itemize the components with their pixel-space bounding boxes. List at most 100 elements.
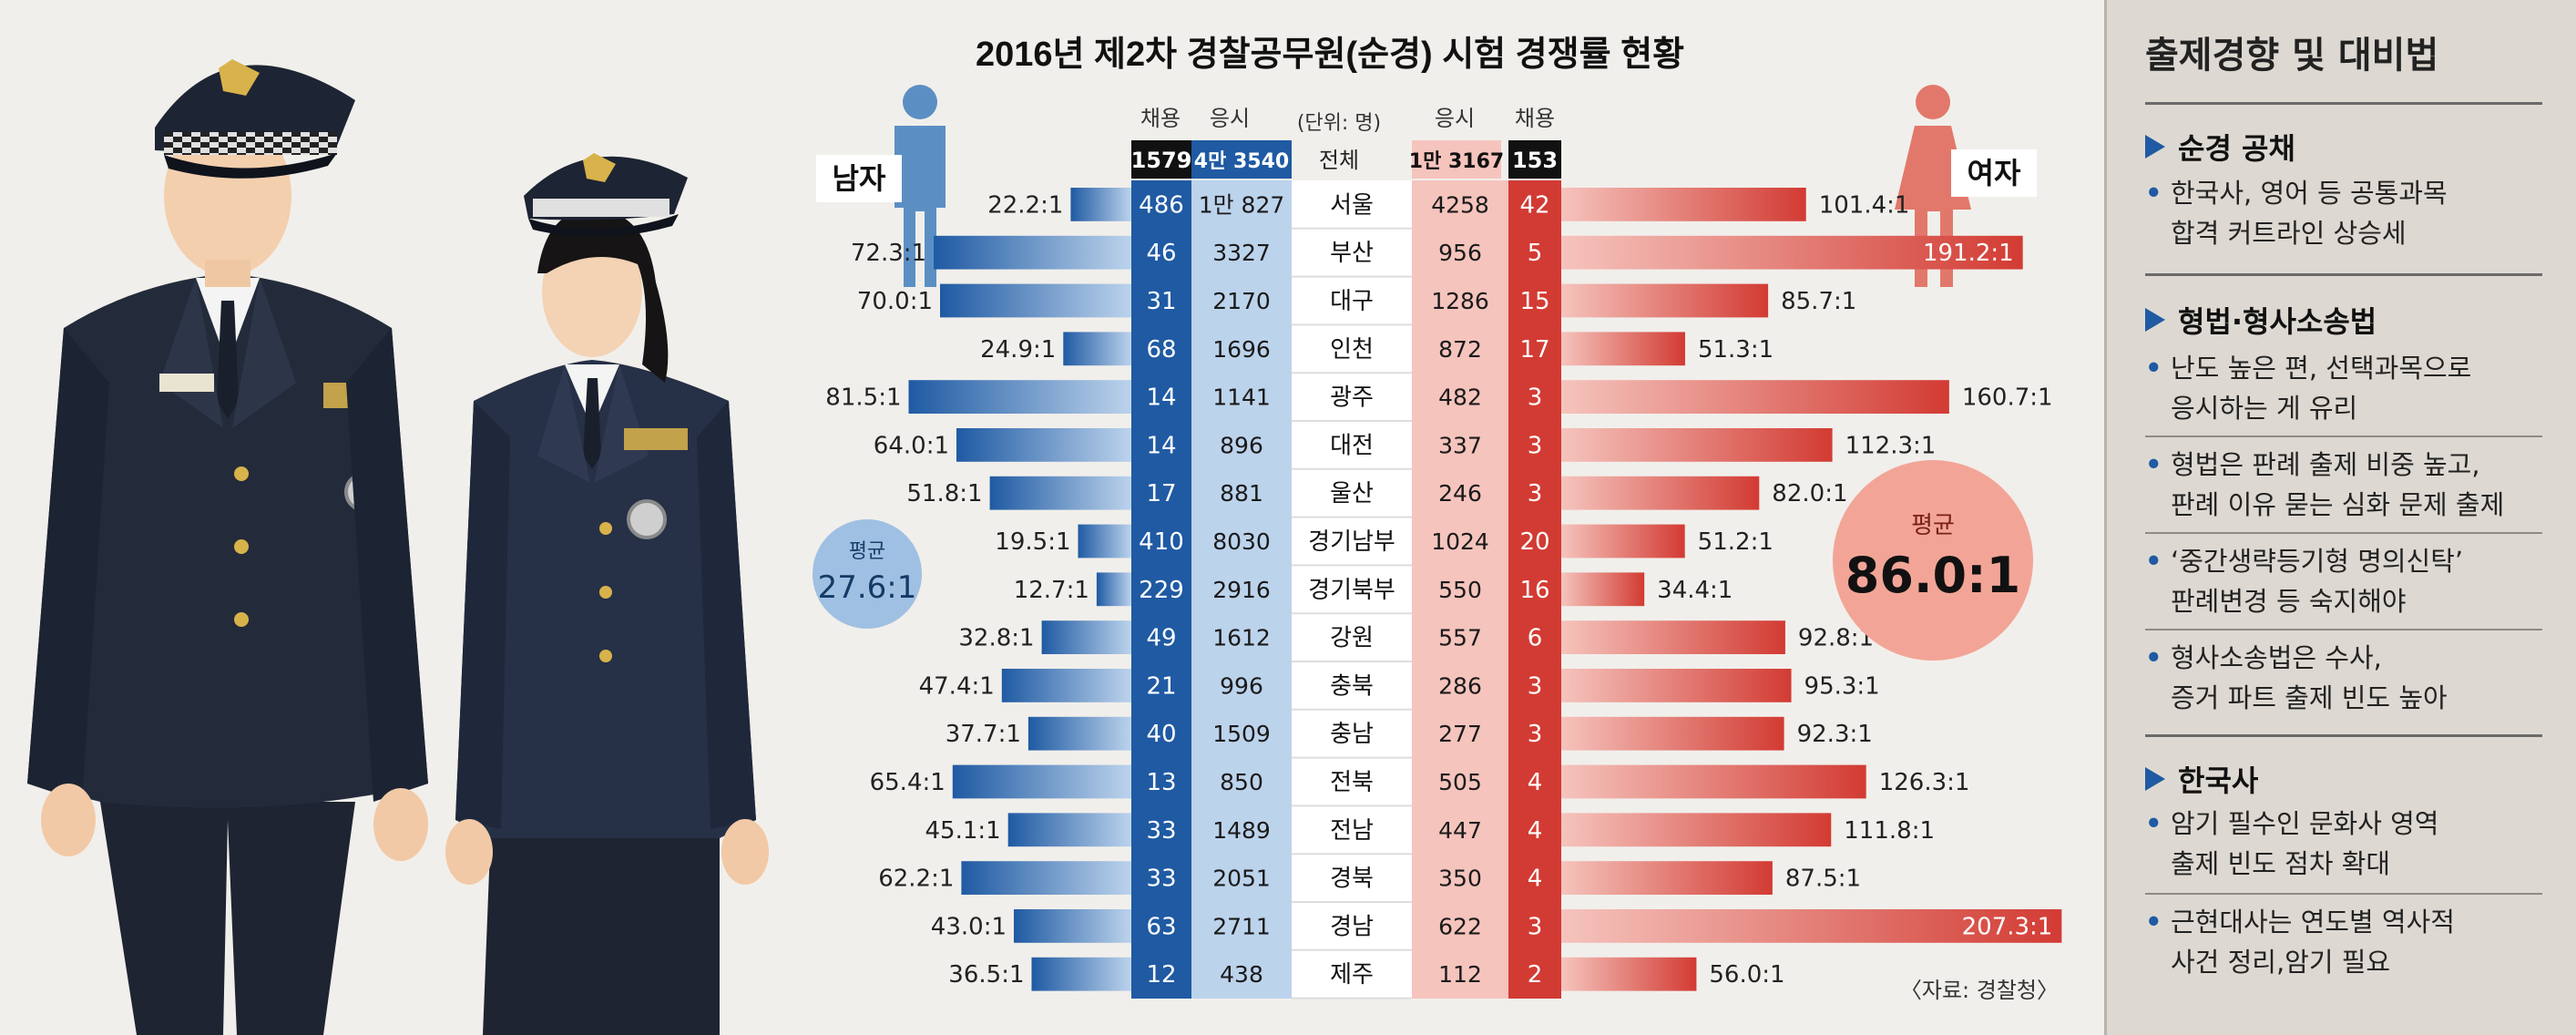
- female-hire-value: 3: [1528, 432, 1543, 459]
- sidebar-separator: [2145, 893, 2542, 895]
- male-average-label: 평균: [849, 540, 885, 563]
- female-ratio-bar: [1561, 620, 1785, 654]
- female-ratio-label: 82.0:1: [1772, 480, 1847, 507]
- sidebar-item-text: 근현대사는 연도별 역사적 사건 정리,암기 필요: [2171, 907, 2455, 978]
- region-name: 광주: [1330, 384, 1374, 412]
- male-label-box: [816, 155, 902, 202]
- male-hire-value: 14: [1146, 384, 1176, 412]
- sidebar-divider: [2145, 273, 2542, 276]
- region-name: 경북: [1330, 866, 1374, 893]
- male-average-bubble: [813, 519, 922, 629]
- total-label: 전체: [1319, 148, 1359, 173]
- female-hire-value: 6: [1528, 625, 1543, 652]
- female-apply-value: 286: [1438, 672, 1482, 699]
- female-hire-value: 20: [1519, 528, 1549, 556]
- male-ratio-bar: [961, 861, 1131, 895]
- male-ratio-label: 12.7:1: [1014, 577, 1089, 604]
- male-apply-value: 2711: [1212, 913, 1271, 939]
- male-ratio-bar: [934, 235, 1131, 270]
- male-apply-value: 2170: [1212, 288, 1271, 314]
- sidebar-separator: [2145, 436, 2542, 437]
- female-hire-value: 3: [1528, 480, 1543, 507]
- male-average-value: 27.6:1: [818, 569, 917, 606]
- sidebar-divider: [2145, 102, 2542, 105]
- male-ratio-label: 24.9:1: [980, 336, 1056, 364]
- total-female-hire: 153: [1512, 148, 1558, 173]
- bullet-icon: •: [2145, 178, 2162, 209]
- male-label: 남자: [833, 161, 886, 196]
- male-ratio-label: 22.2:1: [987, 191, 1063, 219]
- female-apply-value: 277: [1438, 721, 1482, 747]
- sidebar-item-text: ‘중간생략등기형 명의신탁’ 판례변경 등 숙지해야: [2171, 546, 2464, 617]
- female-ratio-bar: [1561, 764, 1866, 799]
- female-ratio-label: 85.7:1: [1781, 288, 1856, 315]
- triangle-bullet-icon: [2145, 767, 2165, 791]
- male-ratio-bar: [1031, 957, 1131, 991]
- female-hire-value: 3: [1528, 913, 1543, 940]
- female-hire-value: 4: [1528, 769, 1543, 796]
- male-hire-value: 68: [1146, 336, 1176, 364]
- male-ratio-bar: [1007, 813, 1131, 847]
- female-apply-value: 622: [1438, 913, 1482, 939]
- female-ratio-bar: [1561, 572, 1645, 607]
- male-ratio-label: 19.5:1: [995, 528, 1070, 556]
- male-ratio-label: 81.5:1: [825, 384, 901, 412]
- female-apply-value: 550: [1438, 577, 1482, 603]
- male-apply-value: 881: [1220, 480, 1263, 507]
- female-hire-value: 4: [1528, 817, 1543, 845]
- sidebar-item: • 근현대사는 연도별 역사적 사건 정리,암기 필요: [2145, 902, 2542, 982]
- region-name: 충북: [1330, 672, 1374, 700]
- male-hire-value: 229: [1139, 577, 1184, 604]
- female-officer-figure: [445, 153, 769, 1035]
- region-name: 대전: [1330, 432, 1374, 459]
- female-apply-value: 112: [1438, 961, 1482, 988]
- section-heading-text: 순경 공채: [2178, 131, 2295, 166]
- sidebar-item-text: 암기 필수인 문화사 영역 출제 빈도 점차 확대: [2171, 808, 2439, 879]
- male-hire-value: 31: [1146, 288, 1176, 315]
- region-name: 전북: [1330, 769, 1374, 796]
- sidebar-item-text: 한국사, 영어 등 공통과목 합격 커트라인 상승세: [2171, 178, 2448, 249]
- female-ratio-label: 126.3:1: [1879, 769, 1970, 796]
- male-hire-value: 33: [1146, 817, 1176, 845]
- female-ratio-bar: [1561, 380, 1949, 414]
- total-female-apply: 1만 3167: [1409, 150, 1504, 173]
- male-ratio-bar: [956, 428, 1131, 462]
- male-ratio-label: 51.8:1: [906, 480, 982, 507]
- male-ratio-bar: [1063, 332, 1131, 366]
- region-name: 제주: [1330, 961, 1374, 989]
- region-name: 충남: [1330, 721, 1374, 748]
- female-ratio-bar: [1561, 716, 1784, 751]
- male-hire-value: 33: [1146, 866, 1176, 893]
- male-apply-value: 896: [1220, 432, 1263, 458]
- section-heading-text: 한국사: [2178, 763, 2259, 798]
- sidebar-item: • 형법은 판례 출제 비중 높고, 판례 이유 묻는 심화 문제 출제: [2145, 445, 2542, 525]
- female-hire-value: 5: [1528, 240, 1543, 267]
- male-apply-value: 438: [1220, 961, 1263, 988]
- female-apply-value: 4258: [1431, 191, 1489, 218]
- female-ratio-label: 51.3:1: [1698, 336, 1774, 364]
- female-hire-value: 3: [1528, 672, 1543, 700]
- male-ratio-label: 65.4:1: [870, 769, 946, 796]
- male-ratio-bar: [952, 764, 1131, 799]
- male-hire-value: 410: [1139, 528, 1184, 556]
- section-heading: 순경 공채: [2145, 126, 2295, 168]
- male-ratio-bar: [1014, 909, 1131, 943]
- female-hire-header: 채용: [1515, 106, 1555, 131]
- female-ratio-bar: [1561, 476, 1760, 510]
- bullet-icon: •: [2145, 642, 2162, 673]
- male-ratio-label: 64.0:1: [874, 432, 949, 459]
- male-ratio-label: 62.2:1: [878, 866, 954, 893]
- total-male-apply: 4만 3540: [1194, 150, 1289, 173]
- male-ratio-bar: [940, 283, 1131, 318]
- female-ratio-label: 87.5:1: [1785, 866, 1861, 893]
- female-average-value: 86.0:1: [1845, 547, 2020, 604]
- male-hire-value: 13: [1146, 769, 1176, 796]
- female-label: 여자: [1968, 156, 2021, 190]
- female-ratio-bar: [1561, 283, 1769, 318]
- male-ratio-label: 32.8:1: [958, 625, 1034, 652]
- sidebar-item: • 한국사, 영어 등 공통과목 합격 커트라인 상승세: [2145, 173, 2542, 253]
- female-hire-column: [1508, 180, 1561, 999]
- region-name: 경남: [1330, 913, 1374, 940]
- male-apply-value: 1489: [1212, 817, 1271, 844]
